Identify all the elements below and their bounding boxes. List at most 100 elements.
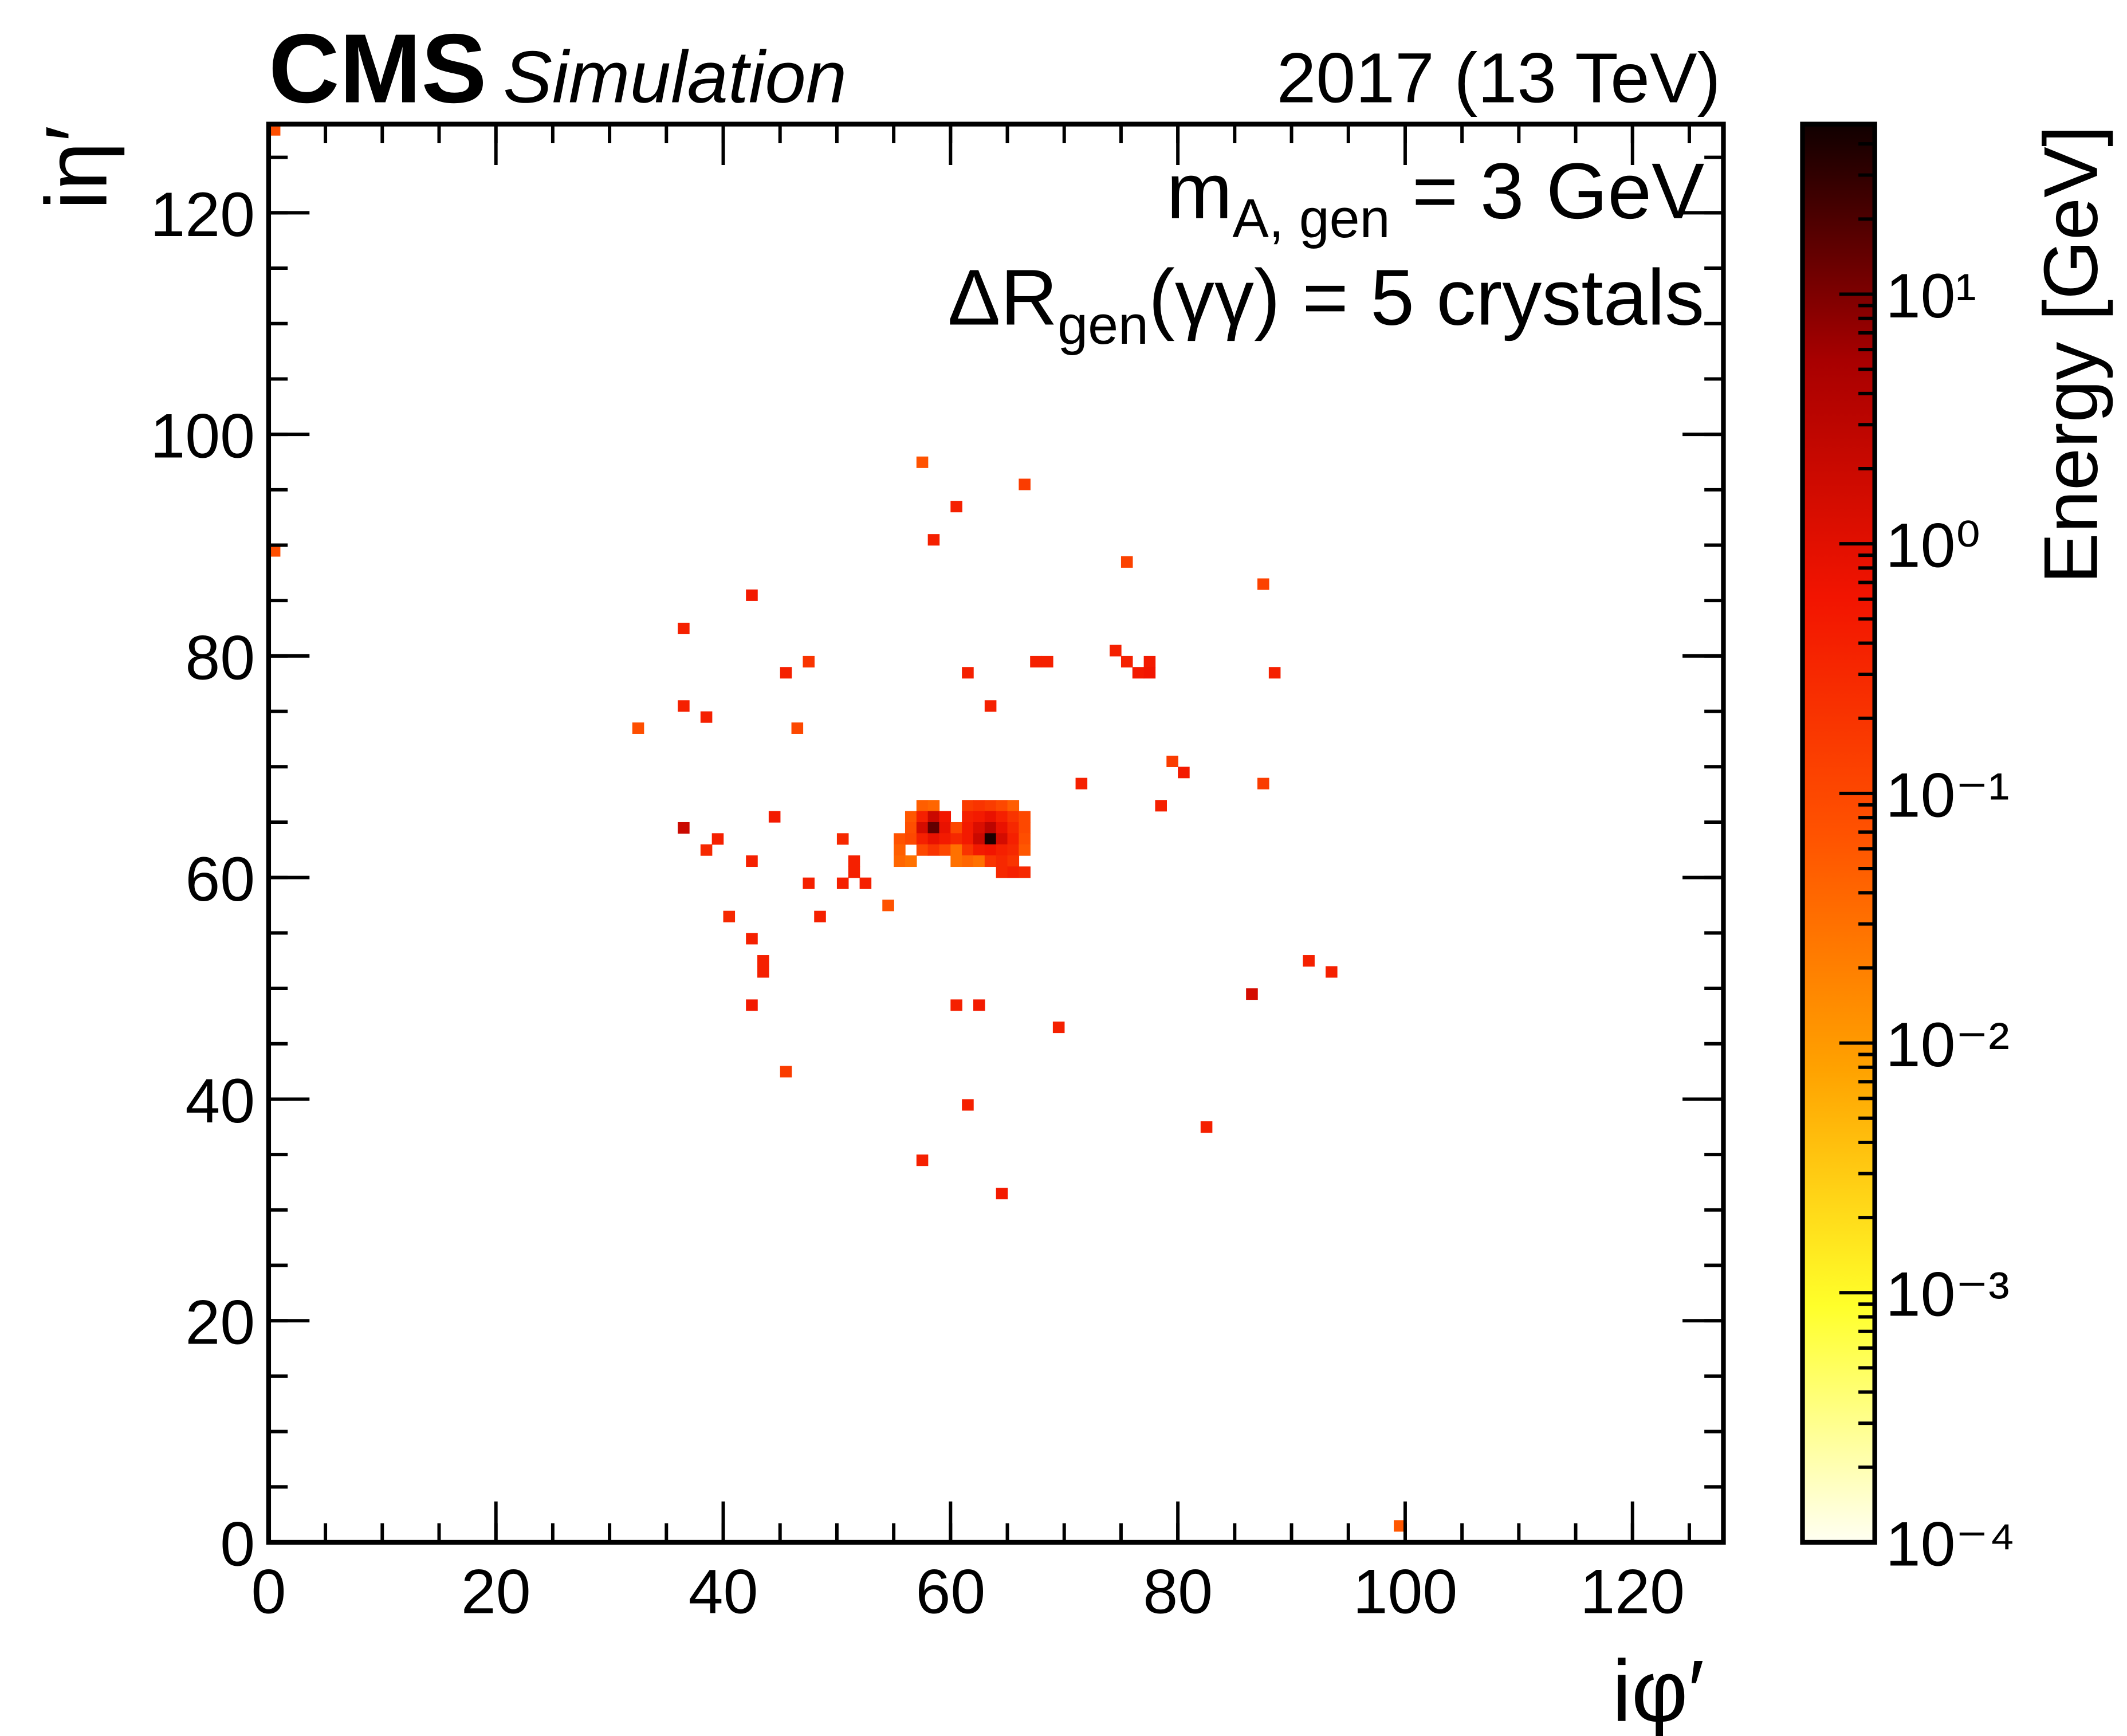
cell	[1326, 966, 1338, 978]
cell	[996, 833, 1008, 845]
energy-label: 2017 (13 TeV)	[1277, 39, 1721, 118]
cell	[939, 811, 952, 823]
annotation: ΔRgen(γγ) = 5 crystals	[947, 254, 1704, 356]
cell	[927, 833, 940, 845]
cell	[1132, 667, 1145, 679]
y-tick-label: 60	[185, 845, 255, 914]
cell	[984, 855, 997, 867]
cell	[803, 655, 815, 667]
cell	[984, 833, 997, 845]
cell	[905, 811, 917, 823]
cell	[962, 822, 974, 834]
cell	[746, 855, 758, 867]
cell	[905, 833, 917, 845]
cell	[1052, 1022, 1065, 1034]
cell	[916, 822, 929, 834]
x-tick-label: 60	[915, 1557, 985, 1627]
cell	[905, 855, 917, 867]
cell	[1007, 811, 1020, 823]
y-tick-label: 0	[220, 1509, 255, 1579]
x-tick-label: 0	[251, 1557, 286, 1627]
colorbar-tick-label: 10⁻⁴	[1886, 1509, 2016, 1579]
cell	[927, 822, 940, 834]
y-tick-label: 80	[185, 623, 255, 693]
cell	[973, 844, 985, 856]
cell	[996, 811, 1008, 823]
cell	[268, 545, 281, 557]
cell	[1178, 767, 1190, 779]
cell	[927, 534, 940, 546]
cell	[1257, 777, 1269, 790]
cell	[746, 589, 758, 601]
cell	[848, 855, 860, 867]
cell	[1007, 855, 1020, 867]
cell	[939, 844, 952, 856]
cell	[984, 800, 997, 812]
cell	[723, 910, 736, 922]
cell	[916, 844, 929, 856]
cell	[973, 811, 985, 823]
y-tick-label: 20	[185, 1288, 255, 1358]
cell	[1019, 478, 1031, 490]
cell	[916, 456, 929, 468]
cell	[791, 722, 804, 734]
annotation: mA, gen = 3 GeV	[1166, 147, 1704, 249]
cell	[950, 999, 962, 1011]
cell	[973, 999, 985, 1011]
cell	[962, 800, 974, 812]
cell	[1019, 844, 1031, 856]
cell	[996, 800, 1008, 812]
cell	[894, 844, 906, 856]
cell	[927, 811, 940, 823]
annotation-sub: gen	[1057, 295, 1149, 356]
cell	[996, 866, 1008, 878]
cell	[678, 622, 690, 634]
cell	[996, 855, 1008, 867]
y-tick-label: 100	[150, 402, 255, 472]
cell	[962, 833, 974, 845]
cell	[894, 833, 906, 845]
cell	[768, 811, 781, 823]
plot-frame	[266, 121, 1726, 1545]
cell	[1268, 667, 1281, 679]
cell	[678, 822, 690, 834]
cell	[973, 822, 985, 834]
annotation-rest: = 3 GeV	[1390, 147, 1705, 235]
cell	[973, 800, 985, 812]
cell	[1075, 777, 1088, 790]
cell	[973, 855, 985, 867]
cell	[1120, 556, 1133, 568]
x-tick-label: 20	[461, 1557, 531, 1627]
experiment: CMS	[269, 14, 487, 124]
cell	[814, 910, 826, 922]
cell	[1007, 833, 1020, 845]
colorbar-tick-label: 10¹	[1886, 261, 1976, 331]
cell	[984, 844, 997, 856]
cell	[803, 877, 815, 889]
cell	[996, 822, 1008, 834]
x-axis-label: iφ′	[1612, 1643, 1704, 1736]
cell	[1019, 833, 1031, 845]
cell	[950, 501, 962, 513]
cell	[916, 800, 929, 812]
cell	[905, 822, 917, 834]
cell	[950, 844, 962, 856]
cell	[1200, 1121, 1213, 1133]
annotation-rest: (γγ) = 5 crystals	[1149, 254, 1704, 342]
cell	[950, 822, 962, 834]
y-tick-label: 120	[150, 180, 255, 250]
cell	[1143, 655, 1156, 667]
cell	[1007, 844, 1020, 856]
cell	[984, 700, 997, 712]
cell	[939, 833, 952, 845]
cell	[1019, 822, 1031, 834]
cell	[1019, 811, 1031, 823]
colorbar-tick-label: 10⁻³	[1886, 1260, 2010, 1330]
cell	[678, 700, 690, 712]
annotation-text: ΔR	[947, 254, 1057, 342]
cell	[950, 855, 962, 867]
cell	[939, 822, 952, 834]
cell	[848, 866, 860, 878]
